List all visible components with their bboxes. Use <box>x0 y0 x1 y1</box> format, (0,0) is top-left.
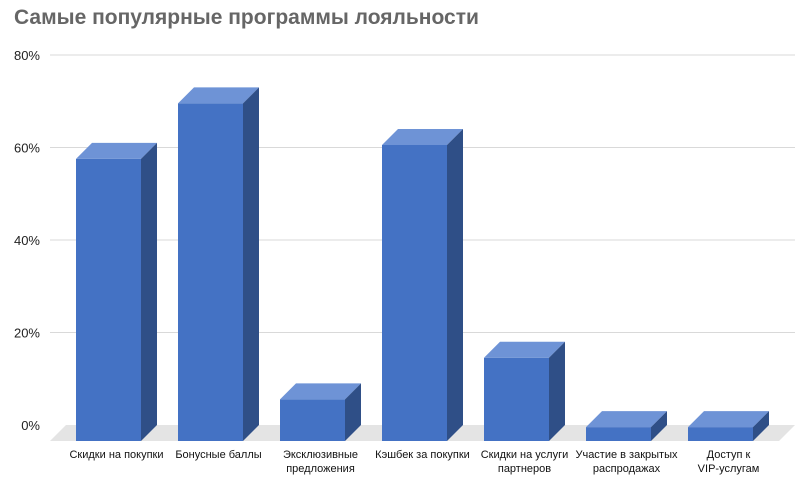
bar-front <box>178 103 243 441</box>
bar-front <box>484 357 549 441</box>
bar-top <box>484 341 565 358</box>
y-axis-ticks: 0% 20% 40% 60% 80% <box>14 48 40 433</box>
y-tick-label: 40% <box>14 233 40 248</box>
bar <box>688 411 769 441</box>
chart-title: Самые популярные программы лояльности <box>14 6 479 29</box>
x-category-label-line: распродажах <box>593 463 661 475</box>
bar-front <box>586 427 651 441</box>
bar-top <box>280 383 361 400</box>
bar-side <box>243 87 259 441</box>
bar-front <box>280 399 345 441</box>
bar-front <box>76 158 141 441</box>
bar-front <box>688 427 753 441</box>
bar-side <box>345 383 361 441</box>
x-category-label-line: Бонусные баллы <box>175 449 261 461</box>
bar-top <box>382 129 463 145</box>
bar <box>178 87 259 441</box>
y-tick-label: 20% <box>14 326 40 341</box>
bar <box>382 129 463 441</box>
bar <box>280 383 361 441</box>
x-category-label: Скидки на услуги партнеров <box>481 449 569 475</box>
x-category-label: Кэшбек за покупки <box>375 449 470 461</box>
x-category-label-line: Скидки на покупки <box>69 449 163 461</box>
y-tick-label: 80% <box>14 48 40 63</box>
bars <box>76 87 769 441</box>
bar-side <box>753 411 769 441</box>
x-category-label-line: Эксклюзивные <box>283 449 358 461</box>
bar-side <box>549 341 565 441</box>
bar-side <box>651 411 667 441</box>
x-category-label-line: предложения <box>286 463 355 475</box>
x-category-label: Эксклюзивные предложения <box>283 449 358 475</box>
bar-side <box>141 142 157 441</box>
x-category-label-line: Доступ к <box>707 449 751 461</box>
bar-top <box>76 142 157 159</box>
bar-top <box>688 411 769 428</box>
x-category-label: Скидки на покупки <box>69 449 163 461</box>
x-category-label: Доступ к VIP-услугам <box>698 449 760 475</box>
bar-top <box>586 411 667 428</box>
y-tick-label: 0% <box>21 418 40 433</box>
bar-side <box>447 129 463 441</box>
x-category-label-line: Кэшбек за покупки <box>375 449 470 461</box>
x-category-label-line: Скидки на услуги <box>481 449 569 461</box>
bar <box>586 411 667 441</box>
x-category-label-line: VIP-услугам <box>698 463 760 475</box>
y-tick-label: 60% <box>14 141 40 156</box>
x-category-label-line: партнеров <box>498 463 551 475</box>
x-category-label: Участие в закрытых распродажах <box>575 449 678 475</box>
bar <box>76 142 157 441</box>
bar-front <box>382 145 447 441</box>
bar-top <box>178 87 259 104</box>
x-category-label: Бонусные баллы <box>175 449 261 461</box>
x-category-label-line: Участие в закрытых <box>575 449 678 461</box>
bar <box>484 341 565 441</box>
x-axis-labels: Скидки на покупки Бонусные баллы Эксклюзив… <box>69 449 759 475</box>
